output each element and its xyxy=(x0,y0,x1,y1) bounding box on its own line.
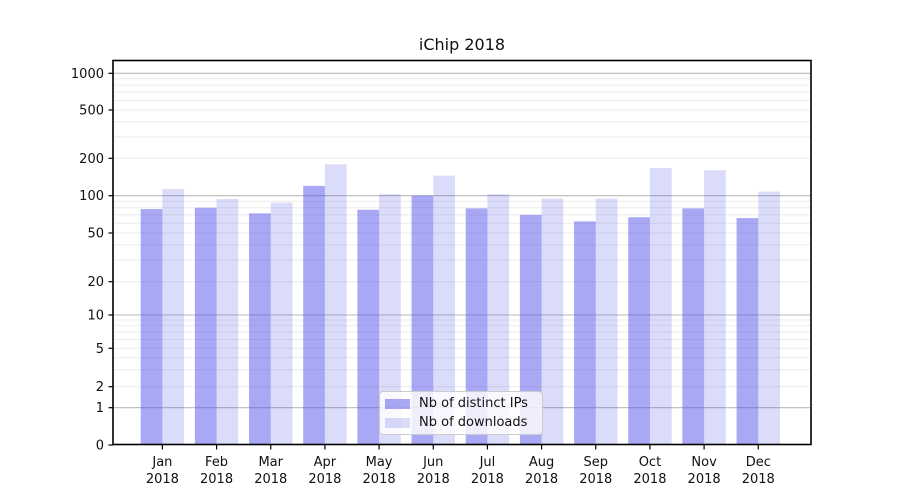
x-tick-label-year: 2018 xyxy=(688,472,721,487)
plot-border xyxy=(112,59,812,446)
bar-distinct-ips-jun xyxy=(411,195,434,445)
y-tick-label: 5 xyxy=(96,342,104,357)
y-tick-label: 0 xyxy=(96,439,104,454)
x-tick-label-year: 2018 xyxy=(363,472,396,487)
x-tick-label-year: 2018 xyxy=(308,472,341,487)
bar-downloads-feb xyxy=(216,199,239,445)
bar-distinct-ips-feb xyxy=(194,207,217,445)
legend-item-distinct-ips: Nb of distinct IPs xyxy=(385,396,536,411)
bar-distinct-ips-jul xyxy=(465,208,488,445)
bar-downloads-may xyxy=(379,194,401,445)
bar-distinct-ips-jan xyxy=(140,209,163,445)
x-tick-label-month: May xyxy=(366,455,393,470)
x-tick-label-month: Dec xyxy=(746,455,771,470)
bar-downloads-mar xyxy=(270,202,293,445)
bar-downloads-aug xyxy=(541,198,564,445)
x-tick-label-month: Feb xyxy=(205,455,228,470)
y-tick-label: 500 xyxy=(79,104,104,119)
x-tick-label-month: Mar xyxy=(258,455,283,470)
x-tick-label-month: Sep xyxy=(584,455,609,470)
bar-distinct-ips-apr xyxy=(303,185,325,445)
bar-distinct-ips-may xyxy=(357,209,380,445)
legend-item-downloads: Nb of downloads xyxy=(385,415,536,430)
x-tick-label-month: Jun xyxy=(422,455,443,470)
bar-distinct-ips-oct xyxy=(628,217,650,445)
y-tick-label: 2 xyxy=(96,380,104,395)
chart-title: iChip 2018 xyxy=(418,35,506,54)
x-tick-label-year: 2018 xyxy=(525,472,558,487)
x-tick-label-month: Aug xyxy=(529,455,554,470)
x-tick-label-year: 2018 xyxy=(633,472,666,487)
y-tick-label: 100 xyxy=(79,189,104,204)
legend: Nb of distinct IPs Nb of downloads xyxy=(379,391,543,435)
bar-downloads-apr xyxy=(324,164,347,445)
bar-downloads-oct xyxy=(649,168,672,445)
bar-downloads-nov xyxy=(704,170,726,445)
x-tick-label-year: 2018 xyxy=(146,472,179,487)
legend-label-distinct-ips: Nb of distinct IPs xyxy=(419,396,528,411)
x-tick-label-year: 2018 xyxy=(200,472,233,487)
y-tick-label: 50 xyxy=(87,227,104,242)
x-tick-label-year: 2018 xyxy=(417,472,450,487)
x-tick-label-year: 2018 xyxy=(471,472,504,487)
bar-distinct-ips-nov xyxy=(682,208,705,445)
legend-swatch-distinct-ips xyxy=(385,398,410,409)
x-tick-label-year: 2018 xyxy=(579,472,612,487)
y-tick-label: 20 xyxy=(87,275,104,290)
bar-downloads-jul xyxy=(487,194,510,445)
bar-distinct-ips-mar xyxy=(249,213,271,445)
x-tick-label-month: Apr xyxy=(314,455,337,470)
y-tick-label: 10 xyxy=(87,309,104,324)
x-tick-label-year: 2018 xyxy=(254,472,287,487)
y-tick-label: 1 xyxy=(96,401,104,416)
bar-downloads-jun xyxy=(433,175,455,445)
y-tick-label: 1000 xyxy=(71,67,104,82)
bar-downloads-dec xyxy=(758,191,780,445)
bar-distinct-ips-dec xyxy=(736,218,759,445)
x-tick-label-month: Oct xyxy=(639,455,661,470)
bar-distinct-ips-sep xyxy=(574,221,596,445)
x-tick-label-month: Nov xyxy=(691,455,717,470)
legend-swatch-downloads xyxy=(385,417,410,428)
y-tick-label: 200 xyxy=(79,152,104,167)
x-tick-label-year: 2018 xyxy=(742,472,775,487)
legend-label-downloads: Nb of downloads xyxy=(419,415,528,430)
x-tick-label-month: Jul xyxy=(479,455,496,470)
x-tick-label-month: Jan xyxy=(151,455,172,470)
bar-downloads-sep xyxy=(595,198,618,445)
bar-downloads-jan xyxy=(162,189,185,445)
bar-distinct-ips-aug xyxy=(519,214,542,445)
